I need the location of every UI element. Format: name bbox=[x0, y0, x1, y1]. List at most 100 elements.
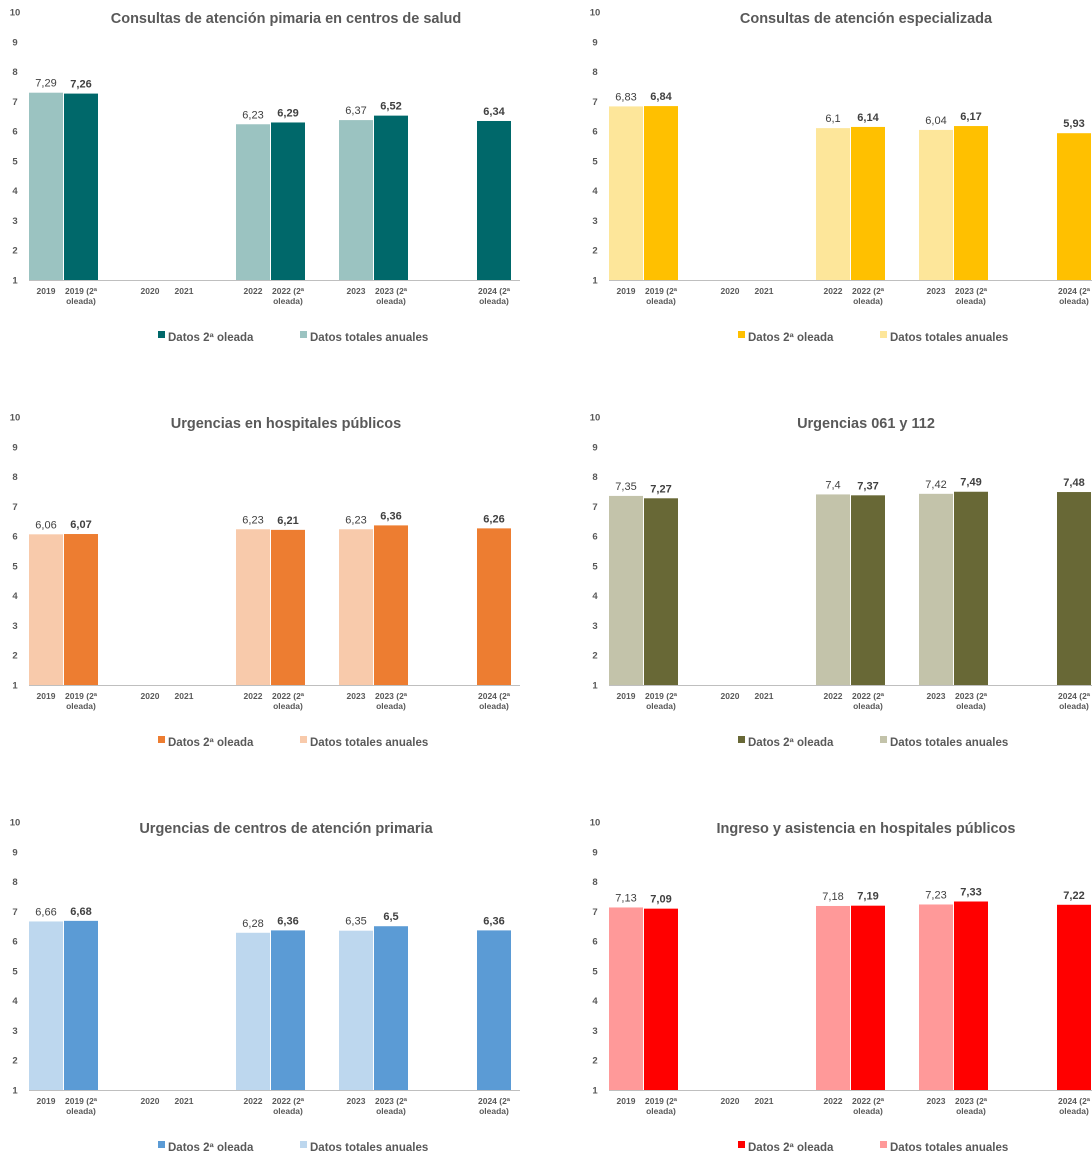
legend-label: Datos 2ª oleada bbox=[748, 1142, 834, 1154]
y-tick-label: 2 bbox=[592, 246, 597, 257]
y-tick-label: 8 bbox=[592, 67, 597, 78]
y-tick-label: 7 bbox=[592, 97, 597, 108]
y-tick-label: 10 bbox=[590, 8, 601, 19]
bar bbox=[339, 930, 373, 1090]
y-tick-label: 4 bbox=[12, 591, 18, 602]
x-tick-label: 2023 (2ª oleada) bbox=[955, 691, 988, 711]
data-label: 7,42 bbox=[925, 479, 946, 491]
data-label: 6,36 bbox=[483, 915, 504, 927]
legend-marker bbox=[738, 1141, 745, 1148]
chart-panel-5: Urgencias de centros de atención primari… bbox=[10, 818, 520, 1154]
x-tick-label: 2022 (2ª oleada) bbox=[852, 1096, 885, 1116]
data-label: 7,26 bbox=[70, 79, 91, 91]
data-label: 6,28 bbox=[242, 918, 263, 930]
chart-panel-6: Ingreso y asistencia en hospitales públi… bbox=[590, 818, 1092, 1154]
bar bbox=[1057, 492, 1091, 685]
x-tick-label: 2022 bbox=[824, 691, 843, 701]
y-tick-label: 7 bbox=[592, 907, 597, 918]
bar bbox=[609, 495, 643, 685]
y-tick-label: 6 bbox=[592, 127, 597, 138]
y-tick-label: 5 bbox=[12, 966, 18, 977]
x-tick-label: 2022 (2ª oleada) bbox=[272, 1096, 305, 1116]
chart-title: Urgencias en hospitales públicos bbox=[171, 416, 401, 432]
data-label: 6,5 bbox=[383, 911, 398, 923]
bar bbox=[271, 930, 305, 1090]
x-tick-label: 2022 (2ª oleada) bbox=[272, 286, 305, 306]
x-tick-label: 2024 (2ª oleada) bbox=[1058, 1096, 1091, 1116]
x-tick-label: 2021 bbox=[755, 1096, 774, 1106]
y-tick-label: 6 bbox=[12, 532, 17, 543]
x-tick-label: 2021 bbox=[755, 286, 774, 296]
data-label: 7,27 bbox=[650, 483, 671, 495]
y-tick-label: 8 bbox=[12, 877, 17, 888]
bar bbox=[816, 494, 850, 685]
data-label: 7,37 bbox=[857, 480, 878, 492]
bar bbox=[236, 529, 270, 685]
x-tick-label: 2023 bbox=[927, 691, 946, 701]
bar bbox=[477, 120, 511, 280]
chart-panel-1: Consultas de atención pimaria en centros… bbox=[10, 8, 520, 344]
legend-label: Datos totales anuales bbox=[310, 332, 428, 344]
legend-label: Datos 2ª oleada bbox=[168, 332, 254, 344]
bar bbox=[851, 126, 885, 280]
legend-label: Datos totales anuales bbox=[310, 737, 428, 749]
chart-panel-4: Urgencias 061 y 112 1 2 3 4 5 6 7 8 9 10 7,35 7,4 7,4… bbox=[590, 413, 1092, 749]
x-tick-label: 2019 bbox=[617, 286, 636, 296]
x-tick-label: 2019 bbox=[617, 691, 636, 701]
x-tick-label: 2023 (2ª oleada) bbox=[375, 1096, 408, 1116]
legend-label: Datos 2ª oleada bbox=[168, 737, 254, 749]
data-label: 7,13 bbox=[615, 892, 636, 904]
legend-marker bbox=[158, 736, 165, 743]
data-label: 6,34 bbox=[483, 106, 505, 118]
bar bbox=[236, 932, 270, 1090]
x-tick-label: 2021 bbox=[175, 691, 194, 701]
x-tick-label: 2023 bbox=[927, 1096, 946, 1106]
y-tick-label: 1 bbox=[592, 1086, 598, 1097]
x-tick-label: 2019 (2ª oleada) bbox=[645, 691, 678, 711]
y-tick-label: 9 bbox=[592, 847, 597, 858]
legend-label: Datos 2ª oleada bbox=[168, 1142, 254, 1154]
y-tick-label: 4 bbox=[592, 591, 598, 602]
y-tick-label: 7 bbox=[592, 502, 597, 513]
legend-marker bbox=[158, 331, 165, 338]
bar bbox=[339, 120, 373, 281]
legend-label: Datos totales anuales bbox=[310, 1142, 428, 1154]
legend-marker bbox=[158, 1141, 165, 1148]
y-tick-label: 3 bbox=[592, 621, 597, 632]
y-tick-label: 5 bbox=[592, 156, 598, 167]
y-tick-label: 10 bbox=[10, 818, 21, 829]
data-label: 5,93 bbox=[1063, 118, 1084, 130]
chart-title: Urgencias de centros de atención primari… bbox=[139, 821, 433, 837]
y-tick-label: 9 bbox=[12, 847, 17, 858]
x-tick-label: 2024 (2ª oleada) bbox=[478, 286, 511, 306]
y-tick-label: 5 bbox=[12, 561, 18, 572]
data-label: 6,29 bbox=[277, 107, 298, 119]
bar bbox=[954, 901, 988, 1090]
y-tick-label: 4 bbox=[592, 186, 598, 197]
x-tick-label: 2024 (2ª oleada) bbox=[478, 1096, 511, 1116]
data-label: 6,52 bbox=[380, 101, 401, 113]
y-tick-label: 10 bbox=[10, 413, 21, 424]
data-label: 6,23 bbox=[345, 514, 366, 526]
y-tick-label: 1 bbox=[592, 681, 598, 692]
y-tick-label: 10 bbox=[10, 8, 21, 19]
x-tick-label: 2022 (2ª oleada) bbox=[272, 691, 305, 711]
x-tick-label: 2019 (2ª oleada) bbox=[645, 1096, 678, 1116]
y-tick-label: 2 bbox=[592, 1056, 597, 1067]
y-tick-label: 5 bbox=[12, 156, 18, 167]
bar bbox=[851, 905, 885, 1090]
x-tick-label: 2020 bbox=[141, 691, 160, 701]
x-tick-label: 2020 bbox=[721, 1096, 740, 1106]
y-tick-label: 1 bbox=[12, 681, 18, 692]
bar bbox=[64, 920, 98, 1090]
legend-label: Datos totales anuales bbox=[890, 737, 1008, 749]
bar bbox=[954, 491, 988, 685]
data-label: 6,1 bbox=[825, 113, 840, 125]
chart-panel-3: Urgencias en hospitales públicos 1 2 3 4 5 6 7 8… bbox=[10, 413, 520, 749]
y-tick-label: 9 bbox=[12, 442, 17, 453]
data-label: 7,19 bbox=[857, 891, 878, 903]
x-tick-label: 2020 bbox=[721, 286, 740, 296]
y-tick-label: 3 bbox=[12, 621, 17, 632]
y-tick-label: 6 bbox=[592, 937, 597, 948]
bar bbox=[919, 129, 953, 280]
